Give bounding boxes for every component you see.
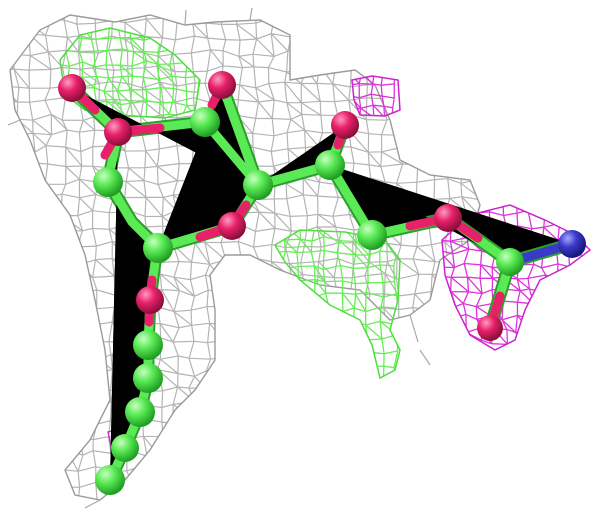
carbon-atom [133, 330, 163, 360]
carbon-atom [125, 397, 155, 427]
positive-difference-mesh [59, 27, 401, 380]
carbon-atom [95, 465, 125, 495]
oxygen-atom [331, 111, 359, 139]
carbon-atom [111, 434, 139, 462]
oxygen-atom [477, 315, 503, 341]
oxygen-atom [218, 212, 246, 240]
carbon-atom [93, 167, 123, 197]
oxygen-atom [434, 204, 462, 232]
carbon-atom [357, 220, 387, 250]
oxygen-atom [136, 286, 164, 314]
carbon-atom [496, 248, 524, 276]
carbon-atom [133, 363, 163, 393]
oxygen-atom [104, 118, 132, 146]
oxygen-atom [58, 74, 86, 102]
oxygen-atom [208, 71, 236, 99]
nitrogen-atom [558, 230, 586, 258]
carbon-atom [243, 170, 273, 200]
molecule-atoms [58, 71, 586, 495]
carbon-atom [190, 107, 220, 137]
carbon-atom [315, 150, 345, 180]
carbon-atom [143, 233, 173, 263]
